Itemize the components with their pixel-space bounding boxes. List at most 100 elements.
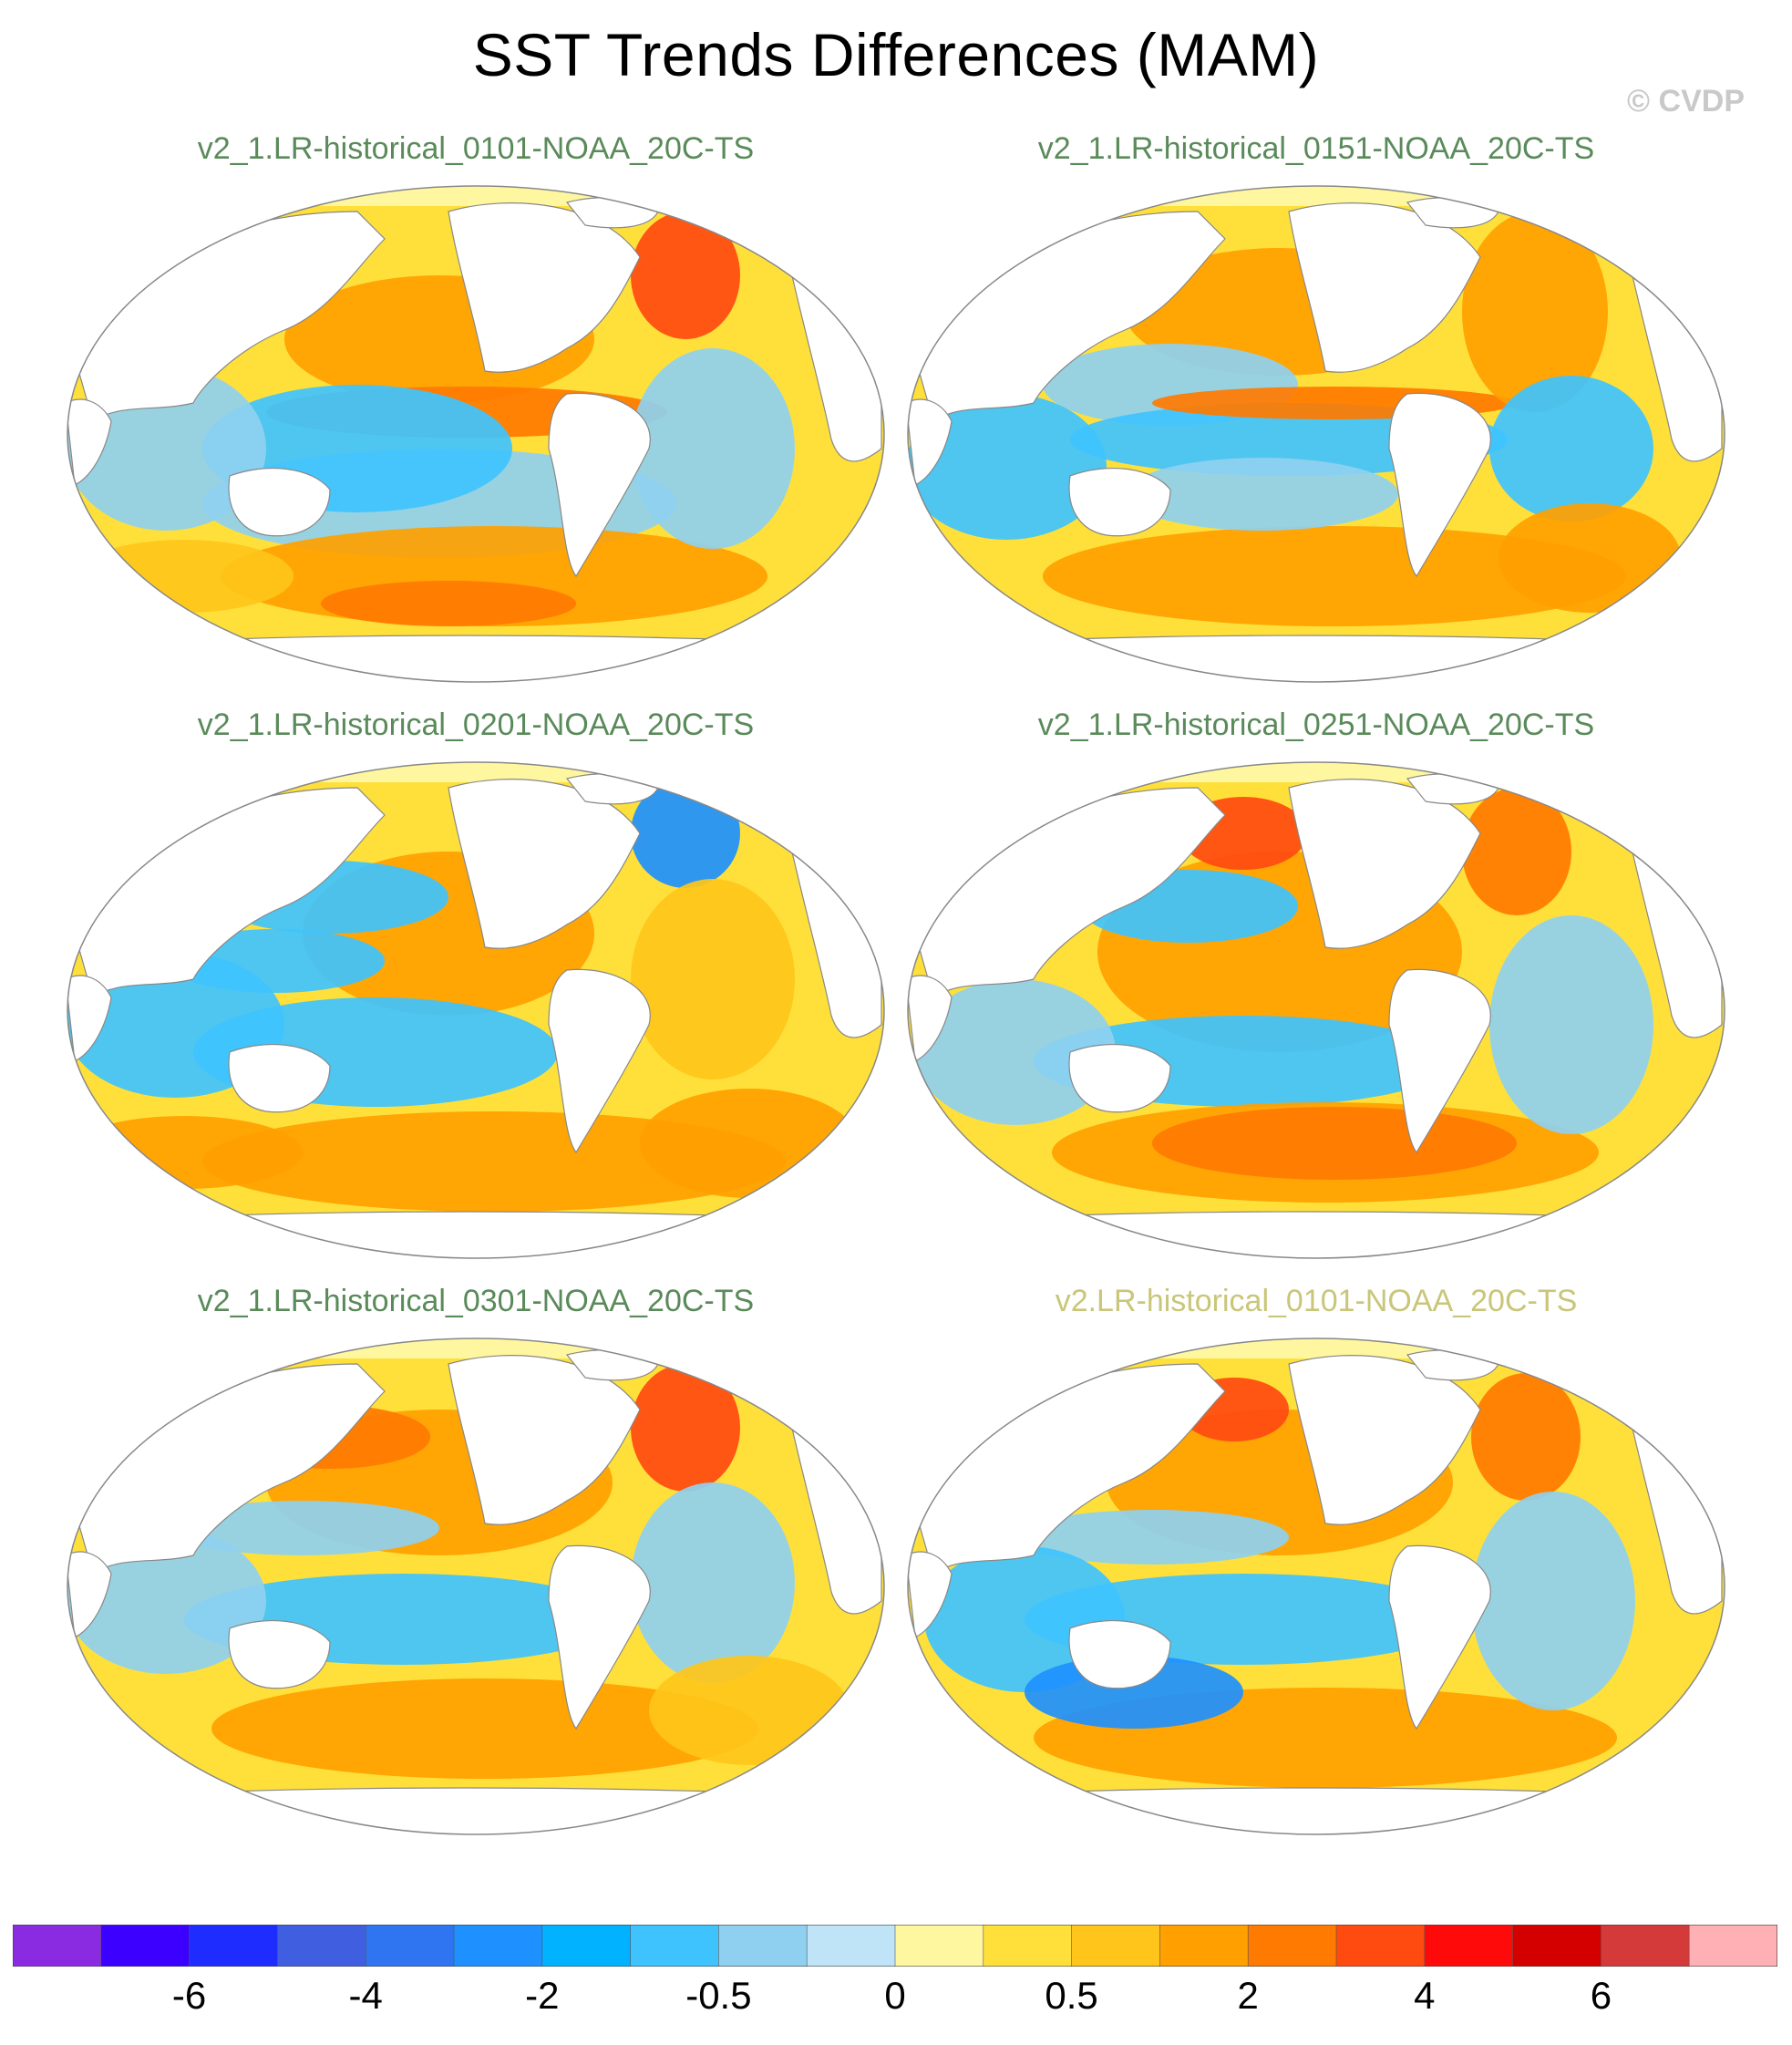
land-mass [448, 1355, 641, 1525]
sst-anomaly-region [1498, 503, 1681, 613]
world-map [907, 185, 1725, 683]
colorbar-tick-label: 0 [884, 1974, 906, 2017]
colorbar-segment [1071, 1925, 1161, 1967]
map-panel: v2_1.LR-historical_0101-NOAA_20C-TS [57, 131, 895, 687]
colorbar-segment [13, 1925, 102, 1967]
sst-anomaly-region [1489, 915, 1653, 1134]
land-mass [908, 635, 1725, 682]
colorbar-segment [453, 1925, 543, 1967]
colorbar-segment [277, 1925, 366, 1967]
sst-anomaly-region [1462, 788, 1571, 915]
colorbar-tick-label: -6 [171, 1974, 207, 2017]
world-map [67, 1338, 885, 1835]
land-mass [1288, 1355, 1481, 1525]
panel-title: v2_1.LR-historical_0101-NOAA_20C-TS [197, 131, 755, 166]
land-mass [1388, 392, 1491, 578]
colorbar-segment [1688, 1925, 1777, 1967]
land-mass [67, 975, 112, 1062]
land-mass [67, 1787, 884, 1834]
sst-anomaly-region [1152, 1107, 1517, 1180]
map-panel: v2_1.LR-historical_0201-NOAA_20C-TS [57, 707, 895, 1264]
land-mass [908, 398, 953, 486]
panel-title: v2.LR-historical_0101-NOAA_20C-TS [1055, 1284, 1578, 1318]
land-mass [548, 968, 651, 1154]
sst-anomaly-region [915, 979, 1116, 1125]
sst-anomaly-region [631, 879, 795, 1079]
sst-anomaly-region [211, 1678, 758, 1779]
colorbar-segment [1512, 1925, 1602, 1967]
sst-anomaly-region [1015, 1510, 1289, 1565]
colorbar-segment [1601, 1925, 1691, 1967]
colorbar-segment [189, 1925, 279, 1967]
sst-anomaly-region [202, 1111, 786, 1212]
map-outline [907, 185, 1725, 683]
colorbar-segment [541, 1925, 632, 1967]
land-mass [908, 975, 953, 1062]
sst-anomaly-region [1462, 212, 1608, 412]
colorbar-segment [630, 1925, 720, 1967]
land-mass [908, 1787, 1725, 1834]
sst-anomaly-region [1043, 526, 1626, 626]
world-map [67, 185, 885, 683]
colorbar-segment [365, 1925, 455, 1967]
colorbar-segment [1335, 1925, 1426, 1967]
map-outline [907, 761, 1725, 1259]
map-panel: v2_1.LR-historical_0251-NOAA_20C-TS [897, 707, 1735, 1264]
colorbar-tick-label: 0.5 [1045, 1974, 1098, 2017]
land-mass [548, 392, 651, 578]
land-mass [1388, 1544, 1491, 1730]
sst-anomaly-region [649, 1656, 850, 1765]
sst-anomaly-region [631, 1364, 740, 1492]
colorbar-segment [1424, 1925, 1514, 1967]
sst-anomaly-region [166, 1501, 439, 1555]
colorbar-tick-label: 2 [1237, 1974, 1259, 2017]
sst-anomaly-region [321, 581, 576, 626]
world-map [67, 761, 885, 1259]
sst-anomaly-region [1025, 1656, 1243, 1729]
map-outline [67, 185, 885, 683]
land-mass [1068, 468, 1171, 537]
sst-anomaly-region [1471, 1373, 1581, 1501]
colorbar-tick-label: -0.5 [685, 1974, 752, 2017]
panel-title: v2_1.LR-historical_0201-NOAA_20C-TS [197, 707, 755, 742]
land-mass [67, 1551, 112, 1638]
colorbar-segment [1247, 1925, 1337, 1967]
map-outline [907, 1338, 1725, 1835]
panel-title: v2_1.LR-historical_0301-NOAA_20C-TS [197, 1284, 755, 1318]
land-mass [228, 1044, 331, 1113]
colorbar-segment [806, 1925, 896, 1967]
sst-anomaly-region [908, 394, 1107, 540]
land-mass [228, 1620, 331, 1689]
colorbar-tick-label: -2 [525, 1974, 560, 2017]
map-panel: v2_1.LR-historical_0151-NOAA_20C-TS [897, 131, 1735, 687]
colorbar-segment [100, 1925, 191, 1967]
land-mass [67, 398, 112, 486]
land-mass [228, 468, 331, 537]
colorbar-tick-label: 4 [1414, 1974, 1436, 2017]
map-panel: v2.LR-historical_0101-NOAA_20C-TS [897, 1284, 1735, 1840]
colorbar-segment [894, 1925, 984, 1967]
sst-anomaly-region [631, 348, 795, 549]
land-mass [1068, 1044, 1171, 1113]
map-outline [67, 1338, 885, 1835]
figure-title: SST Trends Differences (MAM) [472, 21, 1320, 88]
colorbar [13, 1925, 1777, 1967]
land-mass [908, 1551, 953, 1638]
panel-title: v2_1.LR-historical_0151-NOAA_20C-TS [1037, 131, 1595, 166]
sst-anomaly-region [75, 540, 294, 613]
land-mass [448, 779, 641, 949]
sst-anomaly-region [631, 1482, 795, 1683]
land-mass [67, 635, 884, 682]
colorbar-segment [1159, 1925, 1250, 1967]
land-mass [448, 202, 641, 373]
sst-anomaly-region [631, 212, 740, 339]
colorbar-segment [718, 1925, 808, 1967]
land-mass [1068, 1620, 1171, 1689]
colorbar-segment [983, 1925, 1073, 1967]
sst-anomaly-region [1489, 376, 1653, 522]
land-mass [67, 1211, 884, 1258]
sst-anomaly-region [1471, 1492, 1635, 1710]
sst-anomaly-region [1125, 458, 1398, 531]
world-map [907, 761, 1725, 1259]
sst-anomaly-region [67, 1116, 303, 1189]
